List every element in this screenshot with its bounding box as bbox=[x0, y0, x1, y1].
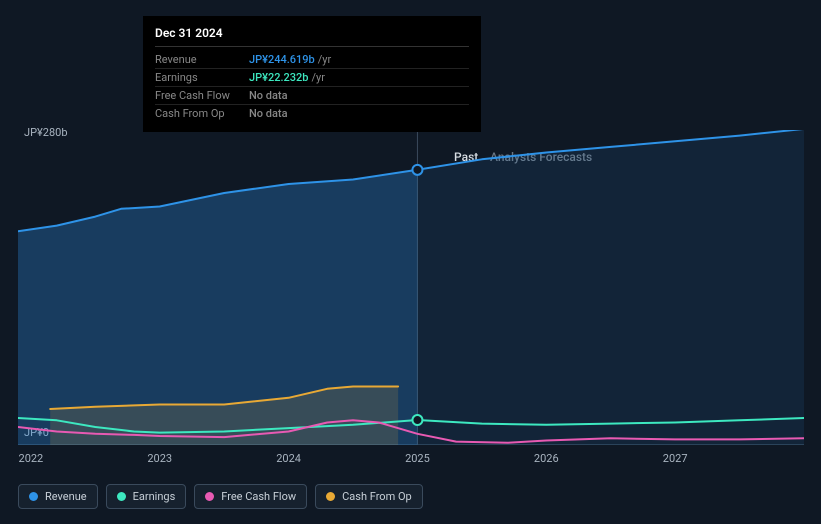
tooltip-row-value: JP¥22.232b bbox=[249, 71, 308, 84]
tooltip-row: Free Cash FlowNo data bbox=[155, 87, 469, 105]
x-tick-label: 2023 bbox=[147, 452, 172, 465]
tooltip: Dec 31 2024 RevenueJP¥244.619b/yrEarning… bbox=[143, 16, 481, 132]
tooltip-row-label: Cash From Op bbox=[155, 107, 249, 120]
tooltip-row-unit: /yr bbox=[318, 53, 331, 66]
legend-label: Earnings bbox=[133, 490, 176, 503]
x-tick-label: 2022 bbox=[19, 452, 44, 465]
legend-label: Cash From Op bbox=[342, 490, 412, 503]
tooltip-row: Cash From OpNo data bbox=[155, 105, 469, 122]
tooltip-row-value: No data bbox=[249, 89, 288, 102]
x-tick-label: 2026 bbox=[534, 452, 559, 465]
legend-item-earnings[interactable]: Earnings bbox=[106, 484, 187, 509]
legend-label: Revenue bbox=[45, 490, 87, 503]
legend-item-cash-from-op[interactable]: Cash From Op bbox=[315, 484, 423, 509]
legend-item-free-cash-flow[interactable]: Free Cash Flow bbox=[194, 484, 307, 509]
legend: Revenue Earnings Free Cash Flow Cash From O… bbox=[18, 484, 423, 509]
legend-item-revenue[interactable]: Revenue bbox=[18, 484, 98, 509]
legend-label: Free Cash Flow bbox=[221, 490, 296, 503]
tooltip-date: Dec 31 2024 bbox=[155, 26, 469, 47]
x-tick-label: 2024 bbox=[276, 452, 301, 465]
legend-swatch bbox=[29, 492, 38, 501]
legend-swatch bbox=[205, 492, 214, 501]
x-tick-label: 2025 bbox=[405, 452, 430, 465]
legend-swatch bbox=[326, 492, 335, 501]
legend-swatch bbox=[117, 492, 126, 501]
tooltip-row-unit: /yr bbox=[311, 71, 324, 84]
tooltip-row: EarningsJP¥22.232b/yr bbox=[155, 69, 469, 87]
tooltip-row: RevenueJP¥244.619b/yr bbox=[155, 51, 469, 69]
tooltip-row-value: JP¥244.619b bbox=[249, 53, 315, 66]
chart-area[interactable] bbox=[18, 130, 804, 445]
tooltip-row-label: Revenue bbox=[155, 53, 249, 66]
x-tick-label: 2027 bbox=[663, 452, 688, 465]
tooltip-row-label: Earnings bbox=[155, 71, 249, 84]
tooltip-row-value: No data bbox=[249, 107, 288, 120]
tooltip-row-label: Free Cash Flow bbox=[155, 89, 249, 102]
